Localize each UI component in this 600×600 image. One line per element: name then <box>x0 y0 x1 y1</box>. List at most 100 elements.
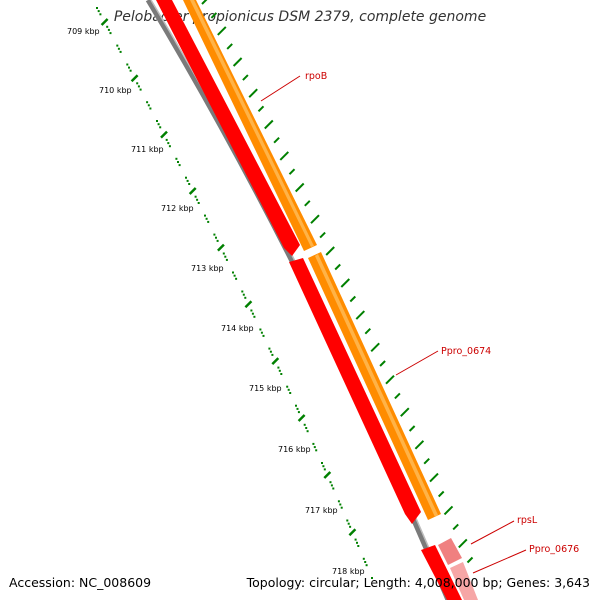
ruler-minor-dot <box>287 388 290 391</box>
ruler-minor-dot <box>109 32 112 35</box>
ruler-minor-dot <box>277 366 280 369</box>
ruler-major-tick <box>244 300 253 309</box>
gene-rpsl-pink[interactable] <box>438 538 462 565</box>
ruler-label: 710 kbp <box>99 86 132 95</box>
outer-scale-tick <box>217 26 227 36</box>
ruler-label: 714 kbp <box>221 324 254 333</box>
ruler-minor-dot <box>136 82 139 85</box>
gene-label[interactable]: rpoB <box>305 71 327 82</box>
ruler-minor-dot <box>364 561 367 563</box>
ruler-minor-dot <box>269 350 272 353</box>
outer-scale-tick <box>257 105 265 113</box>
ruler-minor-dot <box>321 462 323 464</box>
ruler-minor-dot <box>303 423 306 426</box>
outer-scale-tick <box>458 538 468 549</box>
outer-scale-tick <box>319 231 326 239</box>
ruler-minor-dot <box>205 217 208 220</box>
ruler-minor-dot <box>178 164 181 167</box>
ruler-minor-dot <box>356 541 358 544</box>
ruler-layer: 709 kbp 710 kbp 711 kbp 712 kbp 713 kbp 714 k… <box>67 7 373 579</box>
ruler-minor-dot <box>207 220 210 223</box>
gene-ppro0674-red[interactable] <box>289 258 421 524</box>
ruler-minor-dot <box>107 28 110 31</box>
ruler-minor-dot <box>349 525 352 528</box>
ruler-minor-dot <box>250 309 253 312</box>
gene-label[interactable]: rpsL <box>517 515 538 526</box>
ruler-minor-dot <box>196 198 199 201</box>
ruler-minor-dot <box>128 66 130 69</box>
outer-scale-tick <box>226 43 233 50</box>
gene-rpsl-red[interactable] <box>421 545 462 600</box>
ruler-minor-dot <box>168 145 171 148</box>
ruler-major-tick <box>323 471 332 479</box>
outer-scale-tick <box>242 74 249 81</box>
ruler-minor-dot <box>271 353 274 356</box>
ruler-major-tick <box>217 243 225 252</box>
summary-text: Topology: circular; Length: 4,008,000 bp… <box>246 575 590 590</box>
ruler-minor-dot <box>259 328 262 331</box>
ruler-major-tick <box>130 74 139 83</box>
ruler-minor-dot <box>225 258 228 261</box>
ruler-minor-dot <box>119 50 122 53</box>
gene-label-leader <box>395 350 439 376</box>
ruler-minor-dot <box>305 427 308 429</box>
gene-label-leader <box>472 549 527 574</box>
ruler-minor-dot <box>332 487 335 490</box>
ruler-minor-dot <box>253 315 256 318</box>
ruler-label: 712 kbp <box>161 204 194 213</box>
ruler-minor-dot <box>323 468 326 471</box>
ruler-minor-dot <box>185 176 187 179</box>
ruler-minor-dot <box>232 271 234 274</box>
ruler-minor-dot <box>116 44 119 47</box>
outer-scale-tick <box>248 88 258 98</box>
ruler-minor-dot <box>278 369 281 372</box>
outer-scale-tick <box>325 246 335 256</box>
outer-scale-tick <box>294 182 305 193</box>
ruler-minor-dot <box>96 7 98 9</box>
ruler-minor-dot <box>340 506 343 509</box>
outer-scale-tick <box>340 278 351 288</box>
gene-rpob-red[interactable] <box>156 0 300 256</box>
ruler-minor-dot <box>139 88 142 91</box>
ruler-minor-dot <box>186 179 189 182</box>
ruler-label: 715 kbp <box>249 384 282 393</box>
ruler-minor-dot <box>330 484 333 487</box>
ruler-label: 717 kbp <box>305 506 338 515</box>
gene-label-leader <box>470 520 515 545</box>
ruler-major-tick <box>160 130 168 139</box>
gene-ppro0676-pink[interactable] <box>450 562 478 600</box>
ruler-minor-dot <box>222 252 225 255</box>
ruler-label: 711 kbp <box>131 145 164 154</box>
ruler-label: 713 kbp <box>191 264 224 273</box>
ruler-minor-dot <box>280 373 283 375</box>
gene-label[interactable]: Ppro_0676 <box>529 544 579 555</box>
ruler-minor-dot <box>167 142 170 145</box>
outer-scale-tick <box>437 490 445 498</box>
ruler-major-tick <box>100 18 109 26</box>
ruler-label: 716 kbp <box>278 445 311 454</box>
ruler-minor-dot <box>137 85 140 88</box>
ruler-minor-dot <box>262 334 265 337</box>
map-title: Pelobacter propionicus DSM 2379, complet… <box>113 9 487 25</box>
ruler-minor-dot <box>197 202 200 204</box>
outer-scale-tick <box>466 556 474 564</box>
ruler-minor-dot <box>297 411 300 414</box>
ruler-major-tick <box>348 528 357 537</box>
ruler-minor-dot <box>216 239 219 242</box>
ruler-minor-dot <box>313 446 316 449</box>
outer-scale-tick <box>355 310 366 320</box>
ruler-minor-dot <box>296 407 299 410</box>
outer-scale-tick <box>414 440 425 450</box>
accession-text: Accession: NC_008609 <box>9 575 152 590</box>
outer-scale-tick <box>273 136 280 144</box>
genome-backbone <box>145 0 451 600</box>
ruler-minor-dot <box>99 13 102 16</box>
ruler-minor-dot <box>194 195 197 198</box>
gene-label[interactable]: Ppro_0674 <box>441 346 491 357</box>
gene-label-leader <box>260 75 301 102</box>
ruler-minor-dot <box>147 104 150 107</box>
outer-scale-tick <box>385 374 395 385</box>
ruler-minor-dot <box>224 255 227 258</box>
outer-scale-tick <box>443 505 454 516</box>
tick-layer-right <box>201 0 474 564</box>
